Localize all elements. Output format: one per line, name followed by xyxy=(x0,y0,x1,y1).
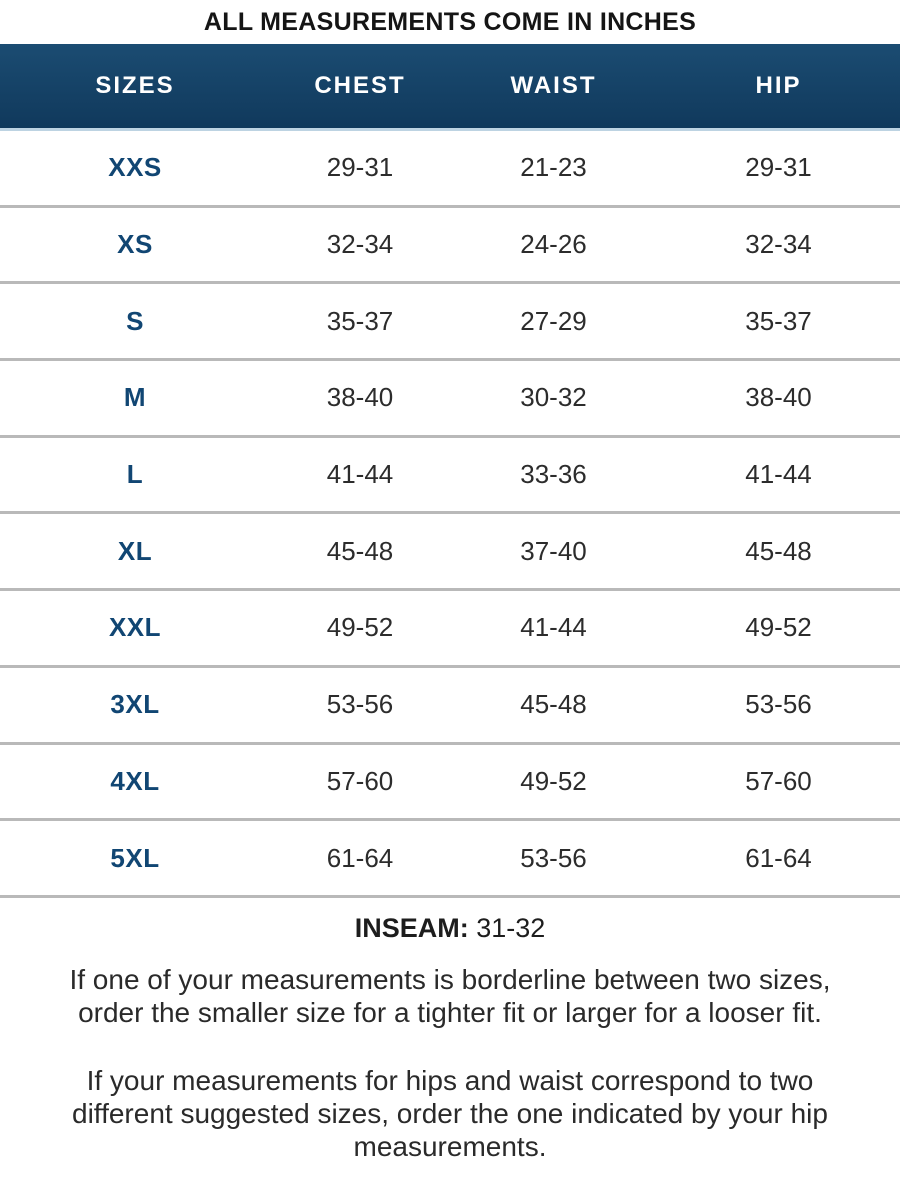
chest-value: 53-56 xyxy=(326,689,394,720)
note-line: If your measurements for hips and waist … xyxy=(86,1064,814,1096)
column-header-sizes: SIZES xyxy=(95,72,175,99)
inseam-label: INSEAM: xyxy=(354,912,469,943)
hip-value: 57-60 xyxy=(745,765,812,796)
size-label: L xyxy=(126,459,144,490)
chest-value: 61-64 xyxy=(326,842,394,873)
chest-value: 49-52 xyxy=(326,612,394,643)
hip-value: 38-40 xyxy=(745,382,812,413)
size-label: XXS xyxy=(108,152,162,183)
waist-value: 33-36 xyxy=(520,459,587,490)
waist-value: 53-56 xyxy=(520,842,587,873)
table-row: XXL 49-52 41-44 49-52 xyxy=(0,591,900,668)
chest-value: 38-40 xyxy=(326,382,394,413)
hip-value: 49-52 xyxy=(745,612,812,643)
column-header-chest: CHEST xyxy=(314,72,406,99)
chest-value: 29-31 xyxy=(326,152,394,183)
hip-value: 53-56 xyxy=(745,689,812,720)
size-label: 5XL xyxy=(110,842,160,873)
size-label: XXL xyxy=(108,612,162,643)
column-header-waist: WAIST xyxy=(510,72,597,99)
column-header-hip: HIP xyxy=(755,72,802,99)
note-line: different suggested sizes, order the one… xyxy=(72,1097,828,1129)
chest-value: 57-60 xyxy=(326,765,394,796)
size-label: XS xyxy=(117,229,153,260)
waist-value: 24-26 xyxy=(520,229,587,260)
table-row: XS 32-34 24-26 32-34 xyxy=(0,208,900,285)
size-label: M xyxy=(123,382,147,413)
fit-note-borderline: If one of your measurements is borderlin… xyxy=(0,963,900,1029)
chest-value: 32-34 xyxy=(326,229,394,260)
hip-value: 32-34 xyxy=(745,229,812,260)
table-row: S 35-37 27-29 35-37 xyxy=(0,284,900,362)
table-header-row: SIZES CHEST WAIST HIP xyxy=(0,44,900,131)
hip-value: 29-31 xyxy=(745,152,812,183)
table-row: 4XL 57-60 49-52 57-60 xyxy=(0,745,900,822)
table-row: 5XL 61-64 53-56 61-64 xyxy=(0,821,900,898)
note-line: measurements. xyxy=(353,1130,547,1162)
table-row: XXS 29-31 21-23 29-31 xyxy=(0,131,900,208)
size-label: 4XL xyxy=(110,765,160,796)
inseam-note: INSEAM: 31-32 xyxy=(0,912,900,944)
waist-value: 45-48 xyxy=(520,689,587,720)
table-row: 3XL 53-56 45-48 53-56 xyxy=(0,668,900,745)
hip-value: 35-37 xyxy=(745,305,812,336)
table-row: XL 45-48 37-40 45-48 xyxy=(0,514,900,592)
size-label: S xyxy=(126,305,144,336)
waist-value: 30-32 xyxy=(520,382,587,413)
note-line: order the smaller size for a tighter fit… xyxy=(78,996,822,1028)
waist-value: 37-40 xyxy=(520,535,587,566)
chest-value: 41-44 xyxy=(326,459,394,490)
table-row: M 38-40 30-32 38-40 xyxy=(0,361,900,438)
chest-value: 45-48 xyxy=(326,535,394,566)
size-label: XL xyxy=(117,535,153,566)
size-chart-table: SIZES CHEST WAIST HIP XXS 29-31 21-23 29… xyxy=(0,44,900,898)
fit-note-hip-priority: If your measurements for hips and waist … xyxy=(0,1064,900,1163)
page-title: ALL MEASUREMENTS COME IN INCHES xyxy=(203,8,697,36)
waist-value: 21-23 xyxy=(520,152,587,183)
table-row: L 41-44 33-36 41-44 xyxy=(0,438,900,515)
note-line: If one of your measurements is borderlin… xyxy=(69,963,831,995)
waist-value: 41-44 xyxy=(520,612,587,643)
waist-value: 27-29 xyxy=(520,305,587,336)
size-label: 3XL xyxy=(110,689,160,720)
hip-value: 61-64 xyxy=(745,842,812,873)
hip-value: 45-48 xyxy=(745,535,812,566)
inseam-value: 31-32 xyxy=(476,912,546,943)
waist-value: 49-52 xyxy=(520,765,587,796)
hip-value: 41-44 xyxy=(745,459,812,490)
chest-value: 35-37 xyxy=(326,305,394,336)
